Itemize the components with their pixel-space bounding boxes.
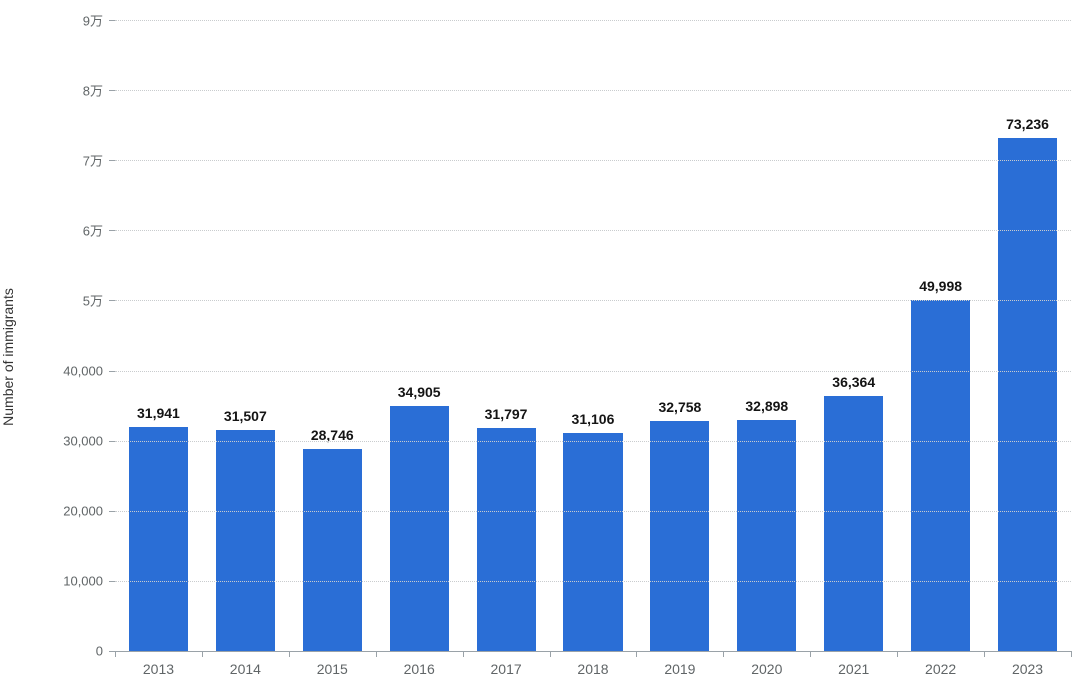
grid-line (115, 581, 1071, 582)
bar-slot: 31,941 (115, 20, 202, 651)
x-tick-label: 2020 (751, 661, 782, 677)
bar-slot: 31,507 (202, 20, 289, 651)
bar-value-label: 31,106 (572, 411, 615, 427)
bar-value-label: 49,998 (919, 278, 962, 294)
y-tick-label: 30,000 (63, 433, 115, 448)
y-tick-label: 20,000 (63, 503, 115, 518)
y-tick-label: 8万 (83, 81, 115, 100)
bar-value-label: 34,905 (398, 384, 441, 400)
y-tick-label: 6万 (83, 221, 115, 240)
x-tick-label: 2022 (925, 661, 956, 677)
y-tick-label: 0 (96, 644, 115, 659)
x-tick-mark (723, 651, 724, 657)
bar-slot: 34,905 (376, 20, 463, 651)
x-tick-mark (984, 651, 985, 657)
grid-line (115, 90, 1071, 91)
y-tick-label: 10,000 (63, 573, 115, 588)
bar[interactable]: 31,507 (216, 430, 275, 651)
bar[interactable]: 49,998 (911, 300, 970, 651)
x-tick-mark (289, 651, 290, 657)
grid-line (115, 20, 1071, 21)
bar-slot: 49,998 (897, 20, 984, 651)
bar[interactable]: 34,905 (390, 406, 449, 651)
x-tick-label: 2021 (838, 661, 869, 677)
x-tick-mark (550, 651, 551, 657)
bar-slot: 73,236 (984, 20, 1071, 651)
y-tick-label: 40,000 (63, 363, 115, 378)
x-tick-mark (376, 651, 377, 657)
y-tick-label: 5万 (83, 291, 115, 310)
bar-value-label: 31,507 (224, 408, 267, 424)
bar-slot: 32,898 (723, 20, 810, 651)
bar-slot: 32,758 (636, 20, 723, 651)
bar-value-label: 73,236 (1006, 116, 1049, 132)
y-tick-label: 7万 (83, 151, 115, 170)
bar-value-label: 32,758 (658, 399, 701, 415)
bar[interactable]: 36,364 (824, 396, 883, 651)
chart-container: Number of immigrants 31,94131,50728,7463… (0, 0, 1081, 697)
x-tick-label: 2014 (230, 661, 261, 677)
bar-slot: 31,106 (550, 20, 637, 651)
x-tick-mark (897, 651, 898, 657)
bar[interactable]: 32,758 (650, 421, 709, 651)
bar[interactable]: 32,898 (737, 420, 796, 651)
grid-line (115, 511, 1071, 512)
bar[interactable]: 31,797 (477, 428, 536, 651)
bar-value-label: 36,364 (832, 374, 875, 390)
x-tick-mark (115, 651, 116, 657)
x-tick-label: 2013 (143, 661, 174, 677)
bar-value-label: 32,898 (745, 398, 788, 414)
x-tick-mark (1071, 651, 1072, 657)
grid-line (115, 300, 1071, 301)
x-tick-label: 2019 (664, 661, 695, 677)
x-tick-label: 2023 (1012, 661, 1043, 677)
bar-value-label: 31,797 (485, 406, 528, 422)
x-tick-mark (636, 651, 637, 657)
bar-slot: 31,797 (463, 20, 550, 651)
plot-area: 31,941 31,507 28,746 34,905 31,797 31,106 32,7… (115, 20, 1071, 652)
x-tick-label: 2018 (577, 661, 608, 677)
grid-line (115, 441, 1071, 442)
x-tick-label: 2017 (491, 661, 522, 677)
bar[interactable]: 31,941 (129, 427, 188, 651)
bar-slot: 36,364 (810, 20, 897, 651)
grid-line (115, 371, 1071, 372)
x-tick-mark (202, 651, 203, 657)
x-tick-label: 2015 (317, 661, 348, 677)
bar[interactable]: 73,236 (998, 138, 1057, 651)
bar[interactable]: 28,746 (303, 449, 362, 651)
bars-layer: 31,941 31,507 28,746 34,905 31,797 31,106 32,7… (115, 20, 1071, 651)
grid-line (115, 230, 1071, 231)
y-axis-title: Number of immigrants (0, 288, 16, 426)
grid-line (115, 160, 1071, 161)
bar-slot: 28,746 (289, 20, 376, 651)
bar[interactable]: 31,106 (563, 433, 622, 651)
x-tick-label: 2016 (404, 661, 435, 677)
bar-value-label: 31,941 (137, 405, 180, 421)
x-tick-mark (463, 651, 464, 657)
y-tick-label: 9万 (83, 11, 115, 30)
x-tick-mark (810, 651, 811, 657)
